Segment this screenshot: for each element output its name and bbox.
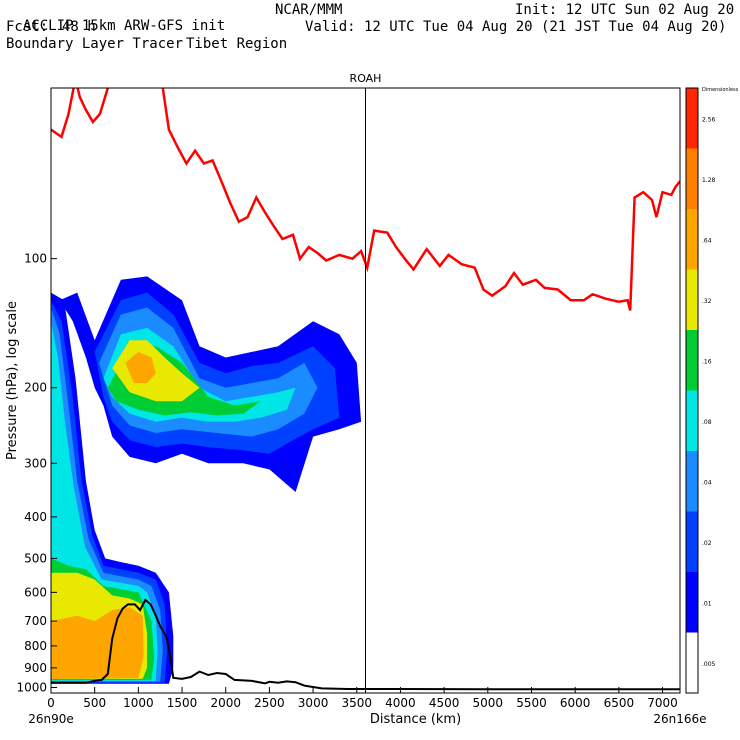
colorbar-label: .16	[702, 358, 712, 365]
colorbar-swatch	[686, 451, 698, 512]
colorbar: .005 .01 .02 .04 .08 .16 .32 .64 1.28 2.56 Dimensi…	[685, 87, 739, 694]
fcst-value: 48 h	[62, 19, 96, 35]
colorbar-swatch	[686, 330, 698, 391]
x-tick-label: 4000	[385, 696, 416, 710]
init-label: Init: 12 UTC Sun 02 Aug 20	[515, 2, 735, 18]
x-tick-label: 2500	[254, 696, 285, 710]
terrain-line	[51, 598, 680, 691]
colorbar-title: Dimensionless	[702, 87, 739, 93]
y-tick-label: 200	[24, 381, 47, 395]
y-tick-label: 1000	[16, 680, 47, 694]
x-tick-label: 4500	[429, 696, 460, 710]
colorbar-swatch	[686, 511, 698, 572]
colorbar-swatch	[686, 209, 698, 270]
x-tick-label: 3500	[341, 696, 372, 710]
colorbar-label: 1.28	[702, 177, 716, 184]
x-start-label: 26n90e	[28, 712, 74, 726]
tracer-region	[112, 340, 200, 402]
x-tick-label: 7000	[647, 696, 678, 710]
colorbar-label: .08	[702, 419, 712, 426]
colorbar-swatch	[686, 148, 698, 209]
y-tick-label: 500	[24, 551, 47, 565]
plot-frame	[50, 87, 681, 694]
fcst-label: Fcst:	[6, 19, 49, 35]
model-label: ACCLIP 15km ARW-GFS init	[22, 18, 226, 34]
y-tick-label: 300	[24, 456, 47, 470]
x-tick-label: 1000	[123, 696, 154, 710]
colorbar-label: .005	[702, 661, 716, 668]
tracer-regions	[51, 276, 362, 684]
colorbar-swatch	[686, 632, 698, 693]
x-axis-label: Distance (km)	[370, 712, 461, 727]
region-label: Tibet Region	[186, 36, 288, 52]
x-tick-label: 5000	[473, 696, 504, 710]
header-line-1: ACCLIP 15km ARW-GFS init	[6, 2, 225, 34]
tracer-region	[51, 607, 144, 679]
y-tick-label: 600	[24, 585, 47, 599]
x-tick-label: 0	[47, 696, 55, 710]
x-tick-label: 3000	[298, 696, 329, 710]
line-series	[51, 88, 680, 693]
tracer-region	[125, 351, 156, 383]
axes: ROAH 0 500 1000 1500 2000 2500 3000 3500 4000 4500…	[5, 72, 707, 727]
colorbar-label: .04	[702, 479, 712, 486]
x-end-label: 26n166e	[653, 712, 706, 726]
colorbar-swatch	[686, 88, 698, 149]
valid-label: Valid: 12 UTC Tue 04 Aug 20 (21 JST Tue …	[305, 19, 727, 35]
y-tick-label: 800	[24, 639, 47, 653]
y-tick-label: 400	[24, 510, 47, 524]
colorbar-label: 2.56	[702, 116, 716, 123]
tropopause-line	[51, 88, 680, 311]
x-tick-label: 1500	[167, 696, 198, 710]
x-tick-label: 2000	[210, 696, 241, 710]
y-tick-label: 100	[24, 252, 47, 266]
chart-title: ROAH	[350, 72, 382, 85]
x-tick-label: 5500	[516, 696, 547, 710]
x-tick-label: 6000	[560, 696, 591, 710]
y-axis-label: Pressure (hPa), log scale	[5, 301, 20, 460]
x-tick-label: 500	[83, 696, 106, 710]
y-tick-label: 700	[24, 614, 47, 628]
colorbar-swatch	[686, 269, 698, 330]
y-tick-label: 900	[24, 661, 47, 675]
colorbar-label: .02	[702, 540, 712, 547]
colorbar-swatch	[686, 572, 698, 633]
colorbar-swatch	[686, 390, 698, 451]
org-label: NCAR/MMM	[275, 2, 343, 18]
x-tick-label: 6500	[604, 696, 635, 710]
colorbar-label: .64	[702, 237, 712, 244]
colorbar-label: .32	[702, 298, 712, 305]
colorbar-frame	[685, 87, 699, 694]
colorbar-label: .01	[702, 600, 712, 607]
product-label: Boundary Layer Tracer	[6, 36, 184, 52]
